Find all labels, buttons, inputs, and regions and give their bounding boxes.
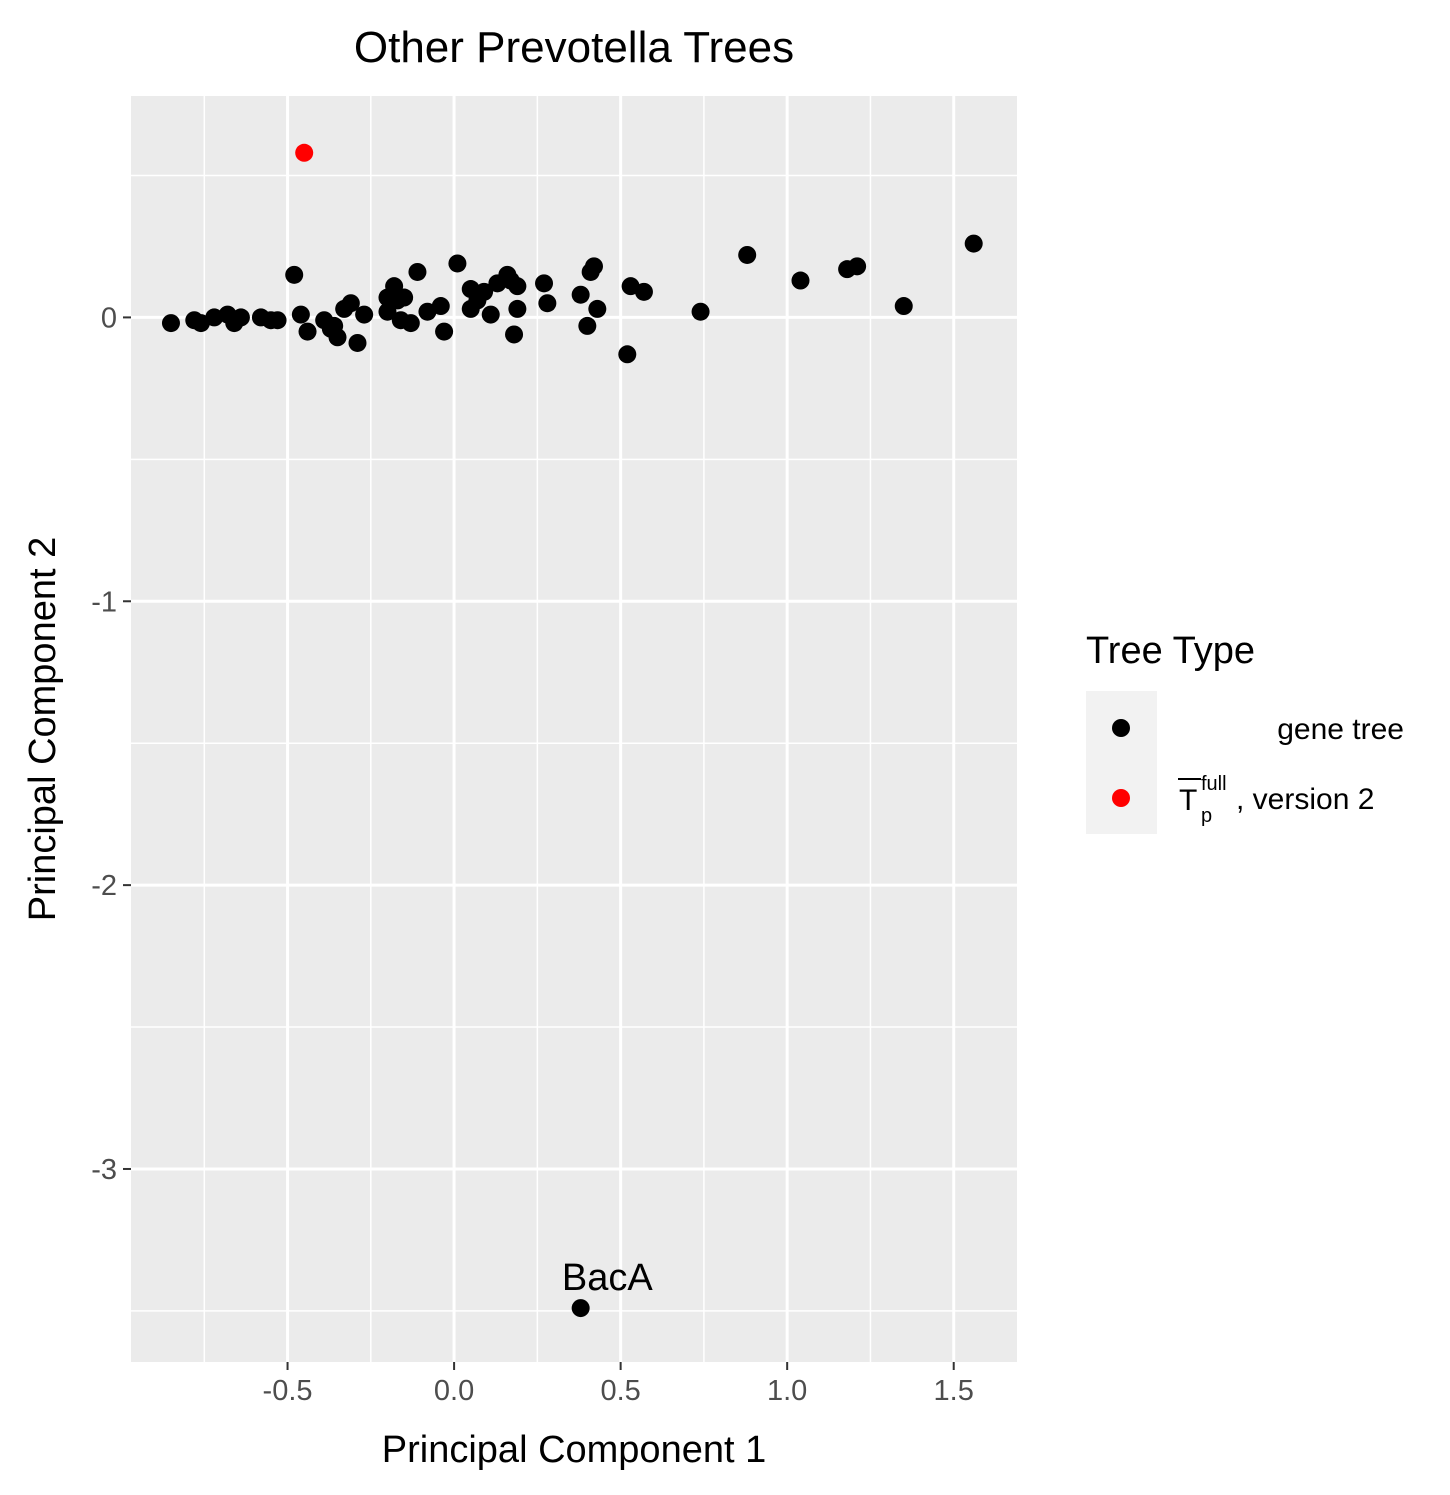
- chart-title: Other Prevotella Trees: [354, 23, 794, 72]
- gene-tree-point: [791, 271, 810, 290]
- legend-label-subscript: p: [1201, 805, 1212, 827]
- gene-tree-point: [328, 328, 347, 347]
- gene-tree-point: [475, 282, 494, 301]
- y-tick-label: -3: [91, 1154, 117, 1186]
- gene-tree-point: [508, 299, 527, 318]
- data-points: [161, 143, 983, 1318]
- x-tick-label: 0.5: [600, 1375, 640, 1407]
- y-tick-label: -2: [91, 870, 117, 902]
- legend-label-main: T: [1179, 784, 1197, 817]
- x-tick-label: 1.0: [767, 1375, 807, 1407]
- legend-label-gene-tree: gene tree: [1277, 713, 1404, 746]
- gene-tree-point: [538, 294, 557, 313]
- gene-tree-point: [634, 282, 653, 301]
- legend-key-gene-tree: [1112, 719, 1130, 737]
- gene-tree-point: [395, 288, 414, 307]
- point-annotation: BacA: [562, 1257, 653, 1299]
- gene-tree-point: [848, 257, 867, 276]
- gene-tree-point: [435, 322, 454, 341]
- gene-tree-point: [618, 345, 637, 364]
- y-tick-label: -1: [91, 586, 117, 618]
- gene-tree-point: [355, 305, 374, 324]
- annotations: BacA: [562, 1257, 653, 1299]
- legend-label-rest: , version 2: [1236, 783, 1374, 816]
- legend-label-superscript: full: [1201, 773, 1227, 795]
- gene-tree-point: [964, 234, 983, 253]
- gene-tree-point: [894, 297, 913, 316]
- gene-tree-point: [571, 1299, 590, 1318]
- gene-tree-point: [578, 316, 597, 335]
- gene-tree-point: [231, 308, 250, 327]
- gene-tree-point: [505, 325, 524, 344]
- gene-tree-point: [285, 265, 304, 284]
- gene-tree-point: [161, 314, 180, 333]
- gene-tree-point: [298, 322, 317, 341]
- legend-label-consensus-tree: T full p , version 2: [1178, 773, 1374, 827]
- gene-tree-point: [401, 314, 420, 333]
- gene-tree-point: [691, 302, 710, 321]
- plot-panel: [131, 96, 1017, 1362]
- gene-tree-point: [584, 257, 603, 276]
- gene-tree-point: [448, 254, 467, 273]
- x-tick-label: -0.5: [263, 1375, 313, 1407]
- gene-tree-point: [738, 245, 757, 264]
- gene-tree-point: [481, 305, 500, 324]
- gene-tree-point: [535, 274, 554, 293]
- grid-lines: [131, 96, 1017, 1362]
- gene-tree-point: [268, 311, 287, 330]
- gene-tree-point: [508, 277, 527, 296]
- legend: Tree Type gene tree T full p , version 2: [1086, 630, 1404, 834]
- consensus-tree-point: [295, 143, 314, 162]
- gene-tree-point: [431, 297, 450, 316]
- legend-title: Tree Type: [1086, 630, 1255, 672]
- x-tick-label: 1.5: [934, 1375, 974, 1407]
- y-axis-title: Principal Component 2: [22, 537, 64, 921]
- x-tick-label: 0.0: [434, 1375, 474, 1407]
- gene-tree-point: [341, 294, 360, 313]
- gene-tree-point: [571, 285, 590, 304]
- axis-ticks: -0.5 0.0 0.5 1.0 1.5 0 -1 -2 -3: [91, 302, 974, 1407]
- legend-key-background: [1086, 691, 1157, 834]
- gene-tree-point: [291, 305, 310, 324]
- x-axis-title: Principal Component 1: [382, 1429, 766, 1471]
- gene-tree-point: [588, 299, 607, 318]
- y-tick-label: 0: [101, 302, 117, 334]
- gene-tree-point: [408, 262, 427, 281]
- legend-key-consensus-tree: [1112, 789, 1130, 807]
- gene-tree-point: [348, 333, 367, 352]
